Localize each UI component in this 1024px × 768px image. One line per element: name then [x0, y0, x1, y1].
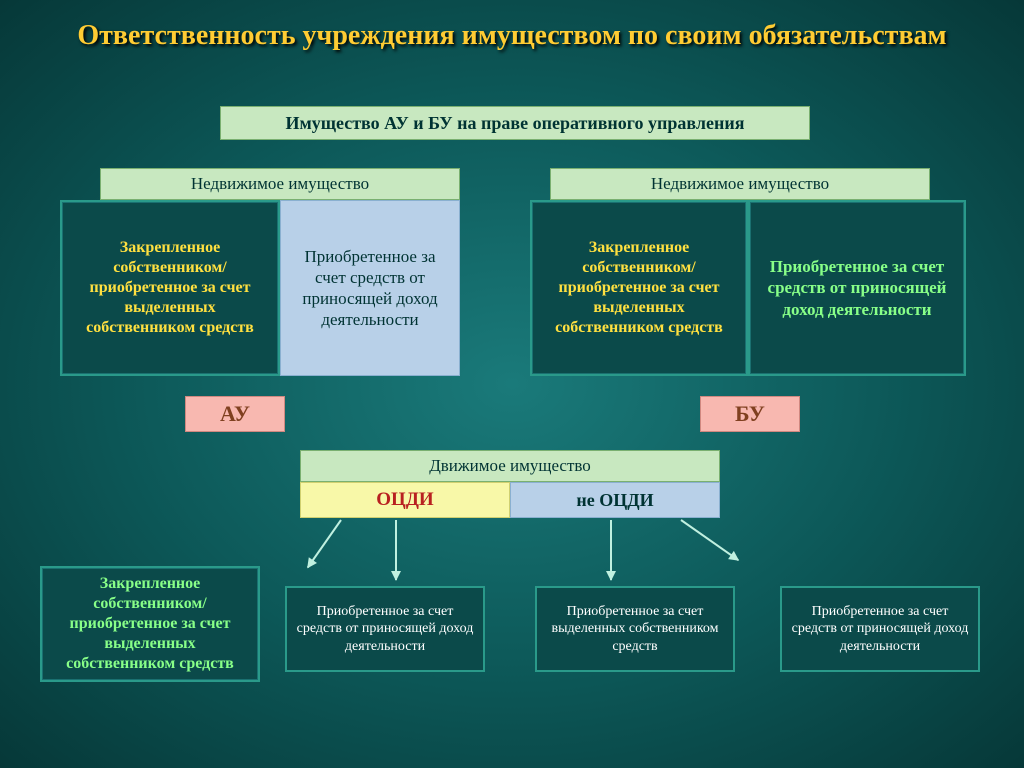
bottom-box-3: Приобретенное за счет средств от принося… — [780, 586, 980, 672]
arrow-icon — [395, 520, 397, 580]
arrow-icon — [610, 520, 612, 580]
page-title: Ответственность учреждения имуществом по… — [0, 18, 1024, 53]
right-assigned-box: Закрепленное собственником/ приобретенно… — [530, 200, 748, 376]
bottom-box-1: Приобретенное за счет средств от принося… — [285, 586, 485, 672]
top-banner: Имущество АУ и БУ на праве оперативного … — [220, 106, 810, 140]
arrow-icon — [307, 519, 342, 568]
left-assigned-box: Закрепленное собственником/ приобретенно… — [60, 200, 280, 376]
right-acquired-box: Приобретенное за счет средств от принося… — [748, 200, 966, 376]
left-acquired-box: Приобретенное за счет средств от принося… — [280, 200, 460, 376]
ocdi-box: ОЦДИ — [300, 482, 510, 518]
bottom-assigned-box: Закрепленное собственником/ приобретенно… — [40, 566, 260, 682]
not-ocdi-box: не ОЦДИ — [510, 482, 720, 518]
bu-label: БУ — [700, 396, 800, 432]
au-label: АУ — [185, 396, 285, 432]
header-left: Недвижимое имущество — [100, 168, 460, 200]
header-right: Недвижимое имущество — [550, 168, 930, 200]
bottom-box-2: Приобретенное за счет выделенных собстве… — [535, 586, 735, 672]
arrow-icon — [680, 519, 738, 561]
movable-header: Движимое имущество — [300, 450, 720, 482]
